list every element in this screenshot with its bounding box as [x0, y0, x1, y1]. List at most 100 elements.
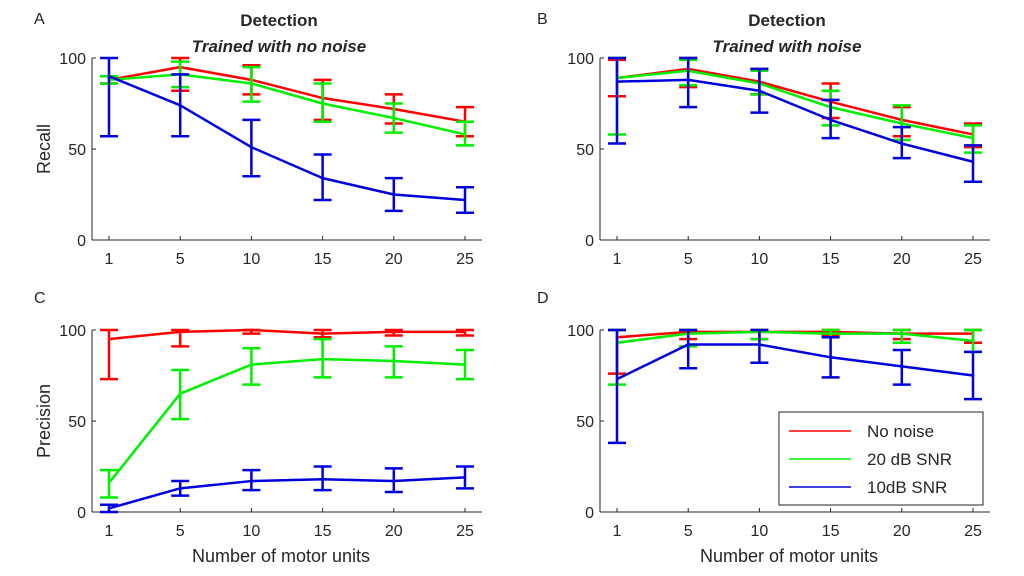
- legend: No noise 20 dB SNR 10dB SNR: [778, 411, 984, 506]
- data-point: [321, 176, 324, 180]
- data-point: [900, 122, 903, 125]
- data-point: [321, 332, 324, 335]
- data-point: [107, 481, 111, 485]
- data-point: [463, 476, 467, 479]
- x-tick-label: 25: [964, 523, 982, 540]
- y-tick-label: 100: [567, 323, 594, 340]
- data-point: [392, 193, 395, 196]
- series-no-noise: [608, 56, 982, 149]
- series-line: [616, 67, 974, 136]
- data-point: [687, 78, 690, 82]
- legend-label: 10dB SNR: [867, 478, 947, 497]
- x-axis-label: Number of motor units: [192, 546, 370, 566]
- data-point: [179, 487, 182, 490]
- series-line: [616, 330, 974, 344]
- data-point: [250, 145, 253, 149]
- y-tick-label: 50: [576, 414, 594, 431]
- data-point: [829, 332, 832, 335]
- data-point: [250, 328, 253, 332]
- data-point: [758, 89, 761, 92]
- x-tick-label: 15: [822, 251, 840, 268]
- data-point: [687, 343, 690, 346]
- data-point: [392, 359, 395, 363]
- series-10db-snr: [100, 465, 474, 514]
- data-point: [463, 198, 467, 202]
- data-point: [107, 75, 111, 78]
- x-tick-label: 5: [684, 523, 693, 540]
- x-tick-label: 1: [105, 251, 114, 268]
- panel-letter: B: [537, 11, 548, 28]
- data-point: [971, 374, 975, 377]
- y-tick-label: 50: [68, 142, 86, 159]
- panel-letter: D: [537, 290, 549, 307]
- data-point: [107, 337, 111, 341]
- data-point: [179, 392, 182, 395]
- x-tick-label: 25: [964, 251, 982, 268]
- data-point: [829, 118, 832, 122]
- panel-title: Detection: [240, 11, 317, 30]
- data-point: [463, 133, 467, 136]
- x-tick-label: 20: [893, 251, 911, 268]
- data-point: [900, 332, 903, 335]
- data-point: [463, 330, 467, 334]
- data-point: [971, 160, 975, 163]
- series-line: [108, 328, 465, 341]
- x-tick-label: 10: [243, 251, 261, 268]
- data-point: [250, 363, 253, 366]
- data-point: [321, 102, 324, 105]
- series-line: [108, 75, 466, 202]
- series-line: [616, 343, 974, 381]
- x-tick-label: 1: [105, 523, 114, 540]
- legend-label: 20 dB SNR: [867, 450, 952, 469]
- panel-letter: C: [34, 290, 46, 307]
- x-tick-label: 1: [613, 251, 622, 268]
- data-point: [179, 104, 182, 107]
- series-line: [108, 73, 466, 136]
- x-tick-label: 10: [751, 523, 769, 540]
- data-point: [392, 330, 395, 334]
- x-tick-label: 20: [385, 251, 403, 268]
- x-tick-label: 1: [613, 523, 622, 540]
- series-10db-snr: [608, 56, 982, 184]
- panel-subtitle: Trained with no noise: [192, 37, 366, 56]
- data-point: [463, 363, 467, 366]
- y-axis-label: Recall: [34, 124, 54, 174]
- x-tick-label: 20: [893, 523, 911, 540]
- panel-subtitle: Trained with noise: [713, 37, 862, 56]
- data-point: [107, 507, 111, 510]
- series-line: [108, 476, 466, 510]
- y-tick-label: 0: [77, 505, 86, 522]
- data-point: [971, 136, 975, 140]
- series-10db-snr: [608, 328, 982, 445]
- y-tick-label: 0: [585, 505, 594, 522]
- data-point: [321, 357, 324, 361]
- series-no-noise: [100, 328, 474, 381]
- y-tick-label: 50: [576, 142, 594, 159]
- x-tick-label: 15: [314, 251, 332, 268]
- x-tick-label: 25: [456, 523, 474, 540]
- data-point: [179, 330, 182, 334]
- series-20-db-snr: [100, 60, 474, 147]
- y-tick-label: 100: [59, 323, 86, 340]
- data-point: [615, 377, 619, 381]
- data-point: [321, 478, 324, 481]
- x-tick-label: 15: [822, 523, 840, 540]
- data-point: [971, 339, 975, 343]
- x-tick-label: 5: [176, 523, 185, 540]
- series-20-db-snr: [100, 337, 474, 499]
- x-tick-label: 5: [684, 251, 693, 268]
- data-point: [829, 356, 832, 359]
- data-point: [392, 116, 395, 120]
- data-point: [900, 365, 903, 368]
- x-tick-label: 10: [751, 251, 769, 268]
- data-point: [615, 80, 619, 83]
- y-tick-label: 0: [77, 233, 86, 250]
- series-line: [108, 65, 466, 123]
- data-point: [250, 479, 253, 483]
- y-tick-label: 100: [567, 51, 594, 68]
